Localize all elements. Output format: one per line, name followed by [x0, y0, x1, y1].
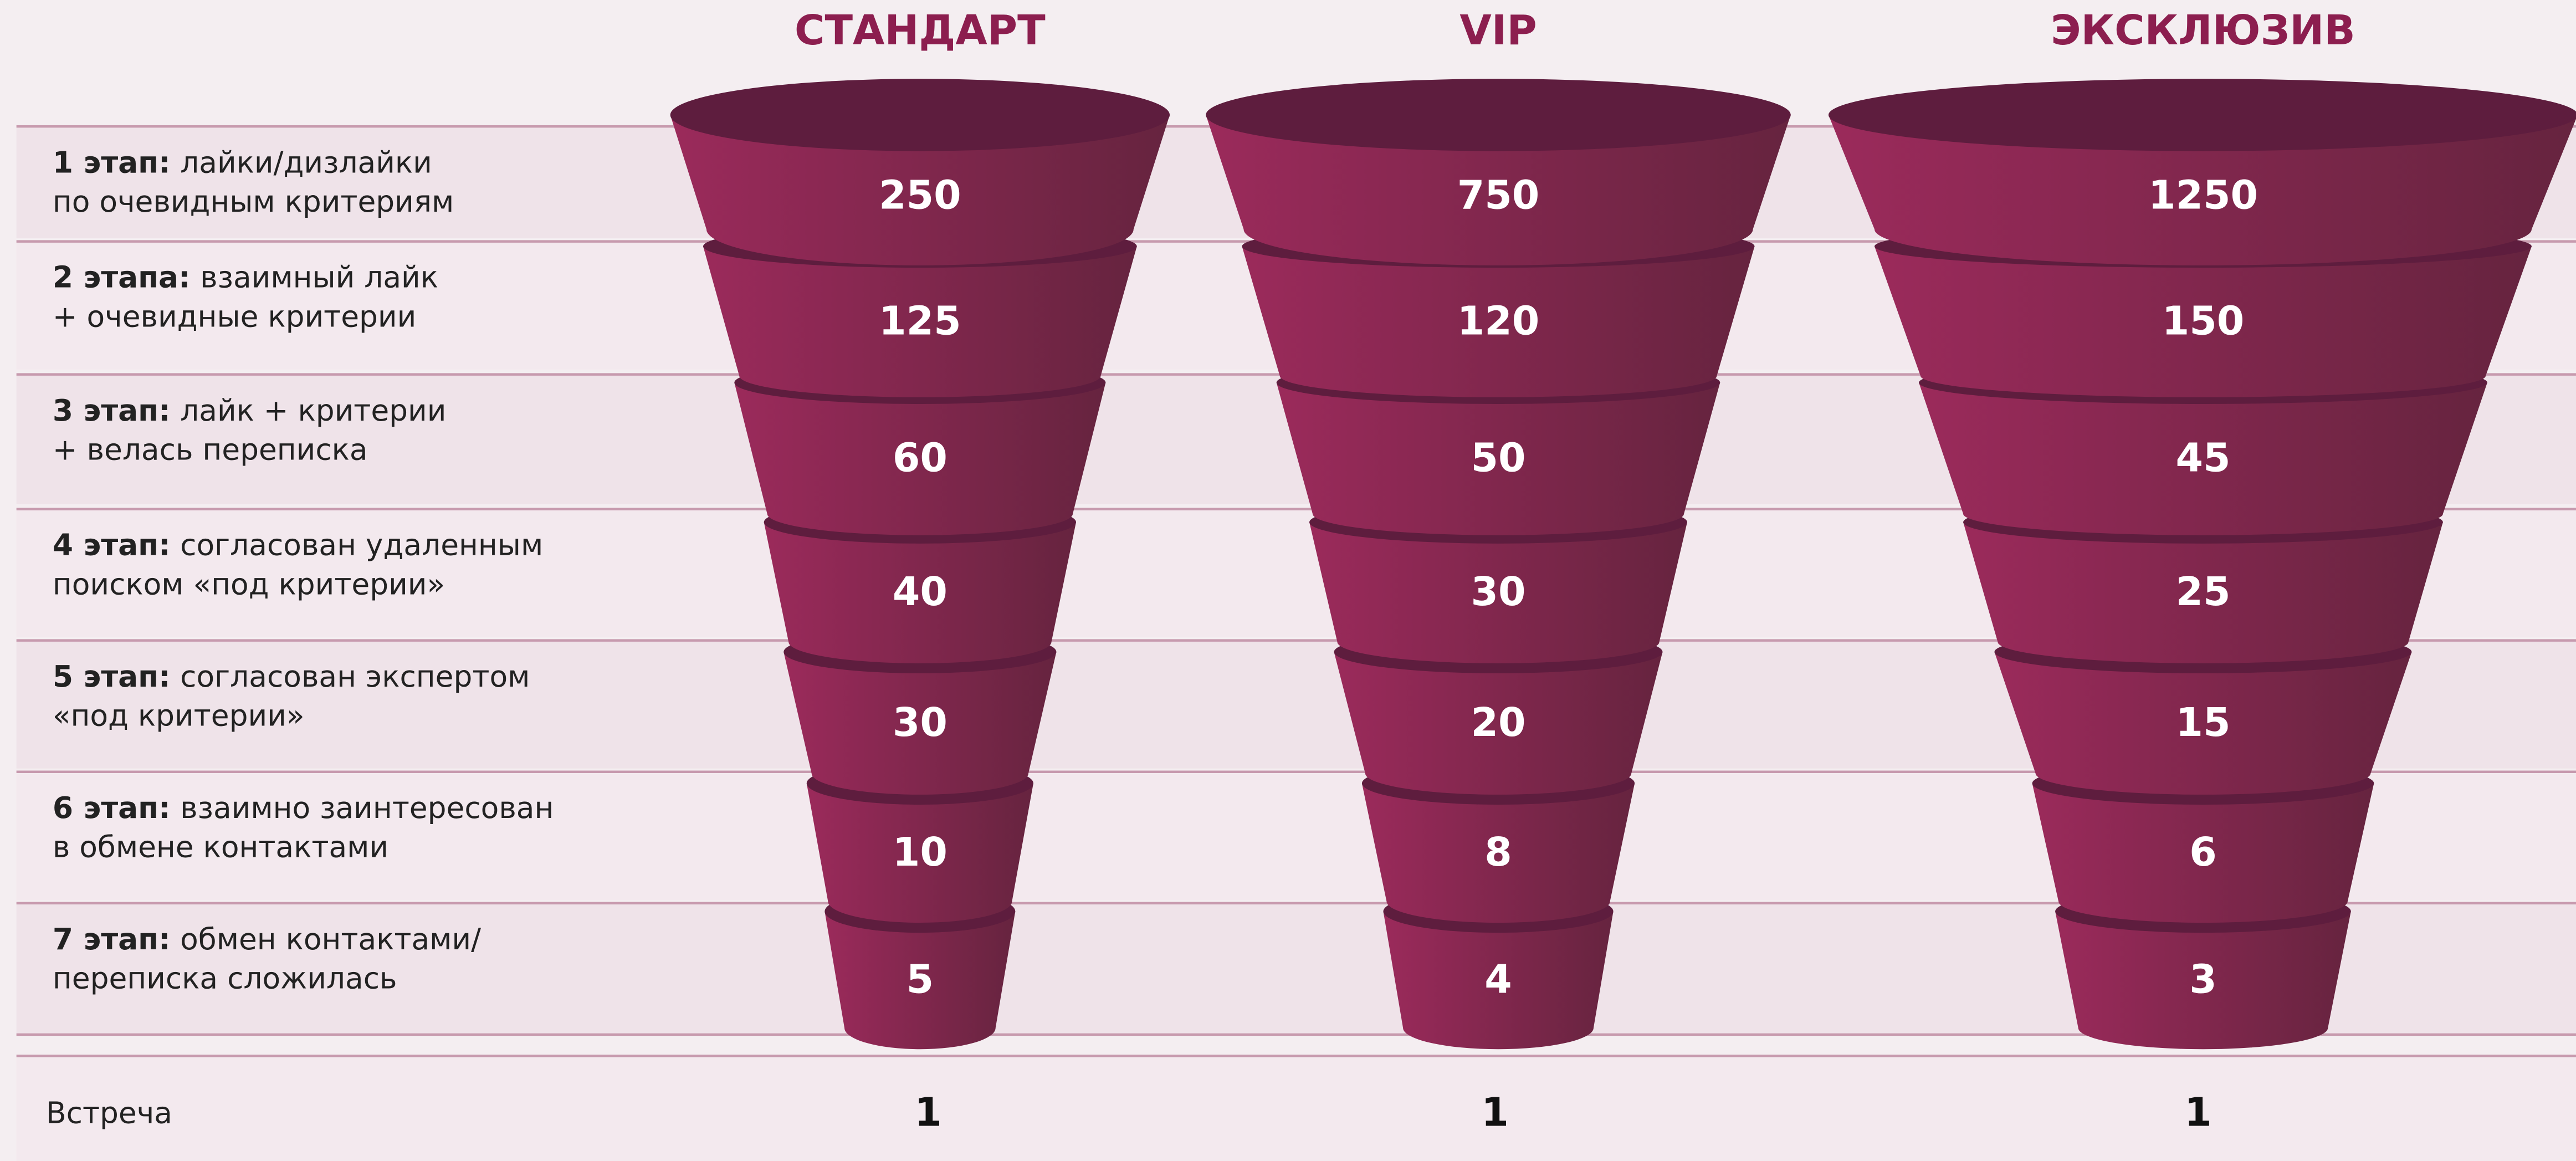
stage-label: 7 этап: обмен контактами/	[53, 922, 481, 957]
funnel-segment	[670, 79, 1170, 265]
column-title: VIP	[1459, 7, 1537, 54]
stage-value: 750	[1457, 172, 1540, 218]
segment-body	[2055, 911, 2351, 1050]
final-value: 1	[1481, 1090, 1509, 1136]
stage-number: 3 этап:	[53, 392, 170, 427]
segment-body	[1242, 246, 1755, 397]
segment-body	[783, 652, 1057, 795]
stage-label: в обмене контактами	[53, 830, 388, 865]
stage-value: 30	[893, 699, 948, 745]
stage-label: по очевидным критериям	[53, 184, 454, 219]
segment-body	[1334, 652, 1663, 795]
stage-text: взаимный лайк	[200, 259, 438, 294]
segment-body	[2032, 783, 2374, 923]
stage-value: 15	[2175, 699, 2230, 745]
segment-body	[1309, 522, 1687, 663]
stage-label: 3 этап: лайк + критерии	[53, 392, 447, 427]
stage-value: 40	[893, 569, 948, 615]
stage-value: 25	[2175, 569, 2230, 615]
stage-label: переписка сложилась	[53, 961, 397, 996]
stage-text: обмен контактами/	[180, 922, 481, 957]
stage-value: 8	[1484, 829, 1512, 875]
stage-value: 50	[1471, 435, 1526, 481]
stage-label: + очевидные критерии	[53, 299, 416, 334]
segment-body	[703, 246, 1137, 397]
stage-label: + велась переписка	[53, 432, 368, 467]
stage-value: 30	[1471, 569, 1526, 615]
stage-value: 125	[879, 298, 961, 344]
funnel-segment	[1206, 79, 1791, 265]
final-band	[16, 1057, 2576, 1161]
funnel-segment	[1828, 79, 2576, 265]
stage-number: 6 этап:	[53, 790, 170, 825]
stage-number: 7 этап:	[53, 922, 170, 957]
stage-text: лайки/дизлайки	[180, 145, 432, 180]
stage-text: взаимно заинтересован	[180, 790, 554, 825]
segment-body	[806, 783, 1033, 923]
stage-value: 120	[1457, 298, 1540, 344]
segment-body	[1206, 115, 1791, 265]
stage-label: «под критерии»	[53, 698, 305, 733]
segment-body	[1276, 382, 1720, 535]
stage-value: 6	[2189, 829, 2217, 875]
stage-value: 1250	[2148, 172, 2258, 218]
stage-value: 60	[893, 435, 948, 481]
segment-body	[734, 382, 1106, 535]
final-value: 1	[914, 1090, 942, 1136]
segment-body	[1963, 522, 2443, 663]
stage-label: 2 этапа: взаимный лайк	[53, 259, 438, 294]
stage-text: согласован удаленным	[180, 527, 543, 562]
stage-value: 20	[1471, 699, 1526, 745]
stage-value: 45	[2175, 435, 2230, 481]
final-value: 1	[2184, 1090, 2212, 1136]
stage-label: 6 этап: взаимно заинтересован	[53, 790, 554, 825]
stage-number: 5 этап:	[53, 658, 170, 693]
segment-body	[670, 115, 1170, 265]
stage-label: 1 этап: лайки/дизлайки	[53, 145, 432, 180]
stage-number: 4 этап:	[53, 527, 170, 562]
segment-body	[1828, 115, 2576, 265]
stage-text: согласован экспертом	[180, 658, 530, 693]
stage-value: 250	[879, 172, 961, 218]
stage-number: 2 этапа:	[53, 259, 190, 294]
stage-text: лайк + критерии	[180, 392, 446, 427]
segment-top	[1829, 79, 2576, 151]
column-title: СТАНДАРТ	[795, 7, 1046, 54]
stage-number: 1 этап:	[53, 145, 170, 180]
stage-value: 3	[2189, 957, 2217, 1003]
segment-body	[1874, 246, 2532, 397]
final-label: Встреча	[46, 1096, 172, 1131]
segment-body	[1383, 911, 1614, 1050]
segment-body	[1361, 783, 1635, 923]
stage-value: 4	[1484, 957, 1512, 1003]
stage-label: 4 этап: согласован удаленным	[53, 527, 543, 562]
stage-value: 10	[893, 829, 948, 875]
segment-body	[1994, 652, 2412, 795]
segment-body	[824, 911, 1016, 1050]
segment-body	[764, 522, 1077, 663]
column-title: ЭКСКЛЮЗИВ	[2051, 7, 2355, 54]
segment-top	[670, 79, 1170, 151]
stage-label: 5 этап: согласован экспертом	[53, 658, 530, 693]
stage-value: 5	[907, 957, 934, 1003]
segment-top	[1206, 79, 1791, 151]
stage-label: поиском «под критерии»	[53, 567, 445, 602]
stage-value: 150	[2162, 298, 2245, 344]
segment-body	[1919, 382, 2487, 535]
